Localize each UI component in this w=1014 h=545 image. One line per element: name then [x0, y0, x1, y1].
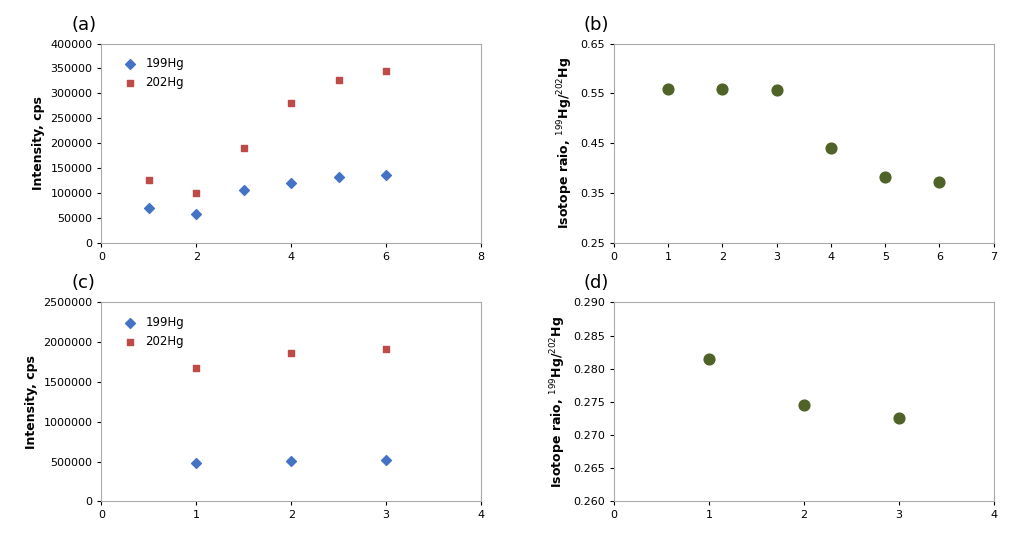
Point [796, 401, 812, 409]
199Hg [141, 203, 157, 212]
Point [660, 85, 676, 94]
Point [877, 173, 893, 181]
199Hg [378, 171, 394, 179]
202Hg [283, 99, 299, 108]
199Hg [189, 210, 205, 219]
Point [701, 354, 717, 363]
Y-axis label: Isotope raio, $^{199}$Hg/$^{202}$Hg: Isotope raio, $^{199}$Hg/$^{202}$Hg [548, 316, 568, 488]
202Hg [378, 66, 394, 75]
Y-axis label: Intensity, cps: Intensity, cps [24, 355, 38, 449]
Point [769, 86, 785, 94]
Legend: 199Hg, 202Hg: 199Hg, 202Hg [115, 312, 188, 351]
Text: (d): (d) [584, 274, 609, 293]
202Hg [189, 189, 205, 198]
Y-axis label: Intensity, cps: Intensity, cps [31, 96, 45, 190]
Point [890, 414, 907, 423]
Point [715, 85, 731, 94]
199Hg [283, 456, 299, 465]
202Hg [283, 349, 299, 358]
199Hg [235, 185, 251, 194]
Text: (a): (a) [71, 16, 96, 34]
Point [823, 144, 840, 153]
202Hg [331, 76, 347, 84]
202Hg [378, 344, 394, 353]
202Hg [189, 364, 205, 372]
Legend: 199Hg, 202Hg: 199Hg, 202Hg [115, 53, 188, 93]
Text: (c): (c) [71, 274, 95, 293]
Text: (b): (b) [584, 16, 609, 34]
Y-axis label: Isotope raio, $^{199}$Hg/$^{202}$Hg: Isotope raio, $^{199}$Hg/$^{202}$Hg [555, 57, 575, 229]
202Hg [141, 176, 157, 185]
202Hg [235, 144, 251, 153]
Point [932, 178, 948, 186]
199Hg [331, 173, 347, 181]
199Hg [189, 459, 205, 468]
199Hg [378, 456, 394, 464]
199Hg [283, 179, 299, 188]
